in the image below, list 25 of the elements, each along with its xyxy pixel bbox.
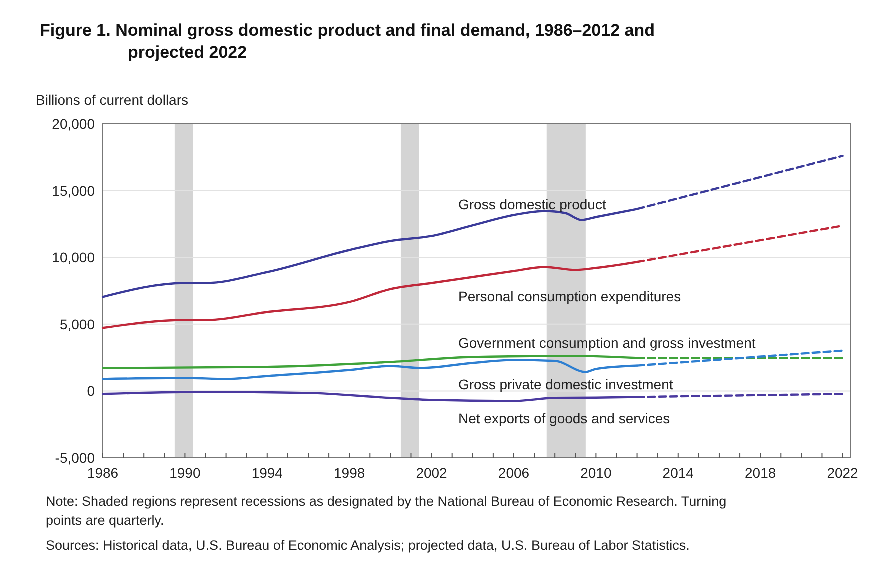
y-axis-title: Billions of current dollars: [36, 92, 189, 108]
y-tick-label: 0: [87, 383, 96, 400]
y-tick-label: -5,000: [55, 450, 96, 466]
chart-title: Figure 1. Nominal gross domestic product and final demand, 1986–2012 and projected 2022: [40, 21, 655, 62]
x-tick-label: 1998: [334, 465, 366, 481]
x-tick-label: 2010: [580, 465, 612, 481]
series-label: Gross domestic product: [458, 196, 606, 212]
x-tick-label: 2002: [416, 465, 448, 481]
x-tick-label: 2018: [745, 465, 776, 481]
series-label: Net exports of goods and services: [458, 410, 670, 426]
source-note: Sources: Historical data, U.S. Bureau of Economic Analysis; projected data, U.S. Bureau of Labor Statistics.: [46, 538, 690, 553]
text: Note: Shaded regions represent recessions as designated by the National Bureau of Economic Research. Turning points are quarterly.: [46, 494, 727, 528]
x-tick-label: 1986: [87, 465, 119, 481]
x-tick-label: 2006: [498, 465, 530, 481]
x-tick-label: 2014: [662, 465, 694, 481]
x-tick-label: 1994: [252, 465, 284, 481]
y-tick-label: 20,000: [52, 116, 96, 132]
x-tick-label: 2022: [827, 465, 859, 481]
series-label: Personal consumption expenditures: [458, 288, 682, 304]
y-tick-label: 15,000: [52, 182, 96, 199]
series-label: Gross private domestic investment: [458, 376, 674, 393]
x-tick-label: 1990: [170, 465, 201, 481]
y-tick-label: 5,000: [60, 316, 96, 332]
y-tick-label: 10,000: [52, 250, 96, 266]
series-label: Government consumption and gross investment: [458, 335, 756, 352]
